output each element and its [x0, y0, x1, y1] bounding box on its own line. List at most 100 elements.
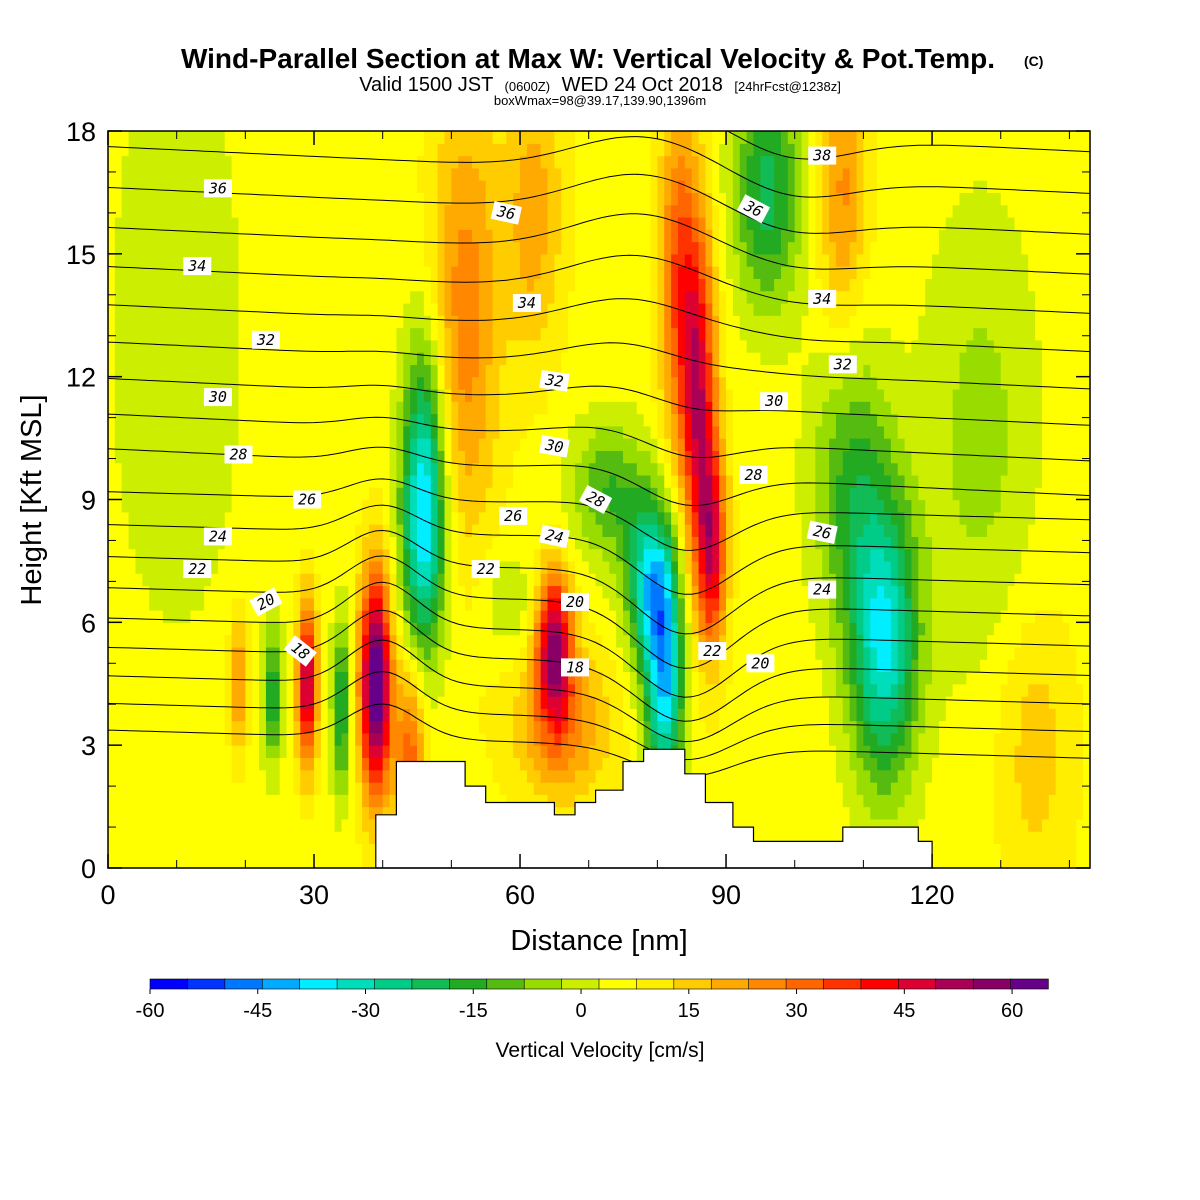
heatmap-cell: [190, 610, 198, 623]
heatmap-cell: [664, 560, 672, 574]
heatmap-cell: [300, 352, 308, 365]
heatmap-cell: [554, 253, 562, 267]
heatmap-cell: [417, 315, 425, 329]
heatmap-cell: [211, 855, 219, 868]
heatmap-cell: [169, 560, 178, 574]
heatmap-cell: [636, 671, 645, 685]
heatmap-cell: [451, 438, 459, 451]
heatmap-cell: [643, 241, 652, 255]
heatmap-cell: [169, 339, 178, 353]
heatmap-cell: [156, 204, 164, 218]
heatmap-cell: [382, 278, 391, 292]
heatmap-cell: [162, 831, 171, 845]
heatmap-cell: [293, 376, 301, 390]
heatmap-cell: [355, 683, 363, 697]
heatmap-cell: [259, 192, 267, 206]
heatmap-cell: [334, 524, 343, 537]
heatmap-cell: [595, 155, 604, 169]
heatmap-cell: [458, 610, 466, 623]
heatmap-cell: [540, 487, 549, 501]
heatmap-cell: [499, 548, 507, 562]
heatmap-cell: [616, 167, 624, 181]
heatmap-cell: [588, 683, 597, 697]
heatmap-cell: [320, 806, 329, 820]
heatmap-cell: [382, 290, 391, 304]
heatmap-cell: [629, 401, 638, 415]
heatmap-cell: [142, 450, 150, 464]
heatmap-cell: [382, 438, 391, 451]
heatmap-cell: [602, 757, 610, 771]
heatmap-cell: [430, 511, 439, 525]
heatmap-cell: [485, 425, 494, 439]
heatmap-cell: [128, 720, 137, 734]
heatmap-cell: [355, 610, 363, 623]
heatmap-cell: [231, 732, 240, 746]
heatmap-cell: [197, 278, 205, 292]
heatmap-cell: [217, 290, 226, 304]
heatmap-cell: [149, 782, 157, 795]
heatmap-cell: [135, 610, 143, 623]
heatmap-cell: [520, 769, 528, 783]
heatmap-cell: [471, 487, 480, 501]
heatmap-cell: [623, 499, 631, 513]
heatmap-cell: [643, 180, 652, 194]
heatmap-cell: [108, 806, 116, 820]
heatmap-cell: [465, 192, 473, 206]
heatmap-cell: [128, 327, 137, 341]
heatmap-cell: [458, 573, 466, 587]
heatmap-cell: [362, 536, 370, 550]
heatmap-cell: [485, 757, 494, 771]
heatmap-cell: [128, 352, 137, 365]
heatmap-cell: [121, 339, 130, 353]
heatmap-cell: [506, 720, 514, 734]
heatmap-cell: [382, 327, 391, 341]
heatmap-cell: [650, 425, 658, 439]
heatmap-cell: [197, 524, 205, 537]
heatmap-cell: [410, 401, 418, 415]
heatmap-cell: [520, 327, 528, 341]
heatmap-cell: [224, 696, 233, 709]
heatmap-cell: [211, 290, 219, 304]
heatmap-cell: [588, 290, 597, 304]
heatmap-cell: [176, 560, 185, 574]
heatmap-cell: [643, 696, 652, 709]
heatmap-cell: [217, 634, 226, 648]
heatmap-cell: [471, 683, 480, 697]
heatmap-cell: [382, 769, 391, 783]
heatmap-cell: [478, 769, 487, 783]
heatmap-cell: [602, 143, 610, 157]
heatmap-cell: [272, 192, 281, 206]
heatmap-cell: [471, 757, 480, 771]
heatmap-cell: [162, 622, 171, 636]
heatmap-cell: [602, 782, 610, 795]
heatmap-cell: [623, 585, 631, 599]
heatmap-cell: [314, 302, 322, 316]
heatmap-cell: [547, 745, 555, 759]
heatmap-cell: [410, 450, 418, 464]
heatmap-cell: [320, 327, 329, 341]
heatmap-cell: [629, 143, 638, 157]
heatmap-cell: [396, 229, 404, 243]
heatmap-cell: [533, 216, 542, 230]
heatmap-cell: [581, 364, 590, 378]
heatmap-cell: [471, 216, 480, 230]
heatmap-cell: [595, 364, 604, 378]
heatmap-cell: [108, 315, 116, 329]
heatmap-cell: [183, 241, 192, 255]
heatmap-cell: [458, 364, 466, 378]
heatmap-cell: [156, 769, 164, 783]
heatmap-cell: [671, 622, 679, 636]
heatmap-cell: [286, 818, 295, 832]
heatmap-cell: [423, 278, 432, 292]
heatmap-cell: [478, 438, 487, 451]
heatmap-cell: [252, 757, 260, 771]
heatmap-cell: [238, 241, 246, 255]
heatmap-cell: [389, 241, 398, 255]
heatmap-cell: [231, 560, 240, 574]
heatmap-cell: [300, 278, 308, 292]
heatmap-cell: [217, 425, 226, 439]
heatmap-cell: [513, 131, 521, 144]
heatmap-cell: [410, 499, 418, 513]
heatmap-cell: [629, 548, 638, 562]
heatmap-cell: [265, 757, 274, 771]
